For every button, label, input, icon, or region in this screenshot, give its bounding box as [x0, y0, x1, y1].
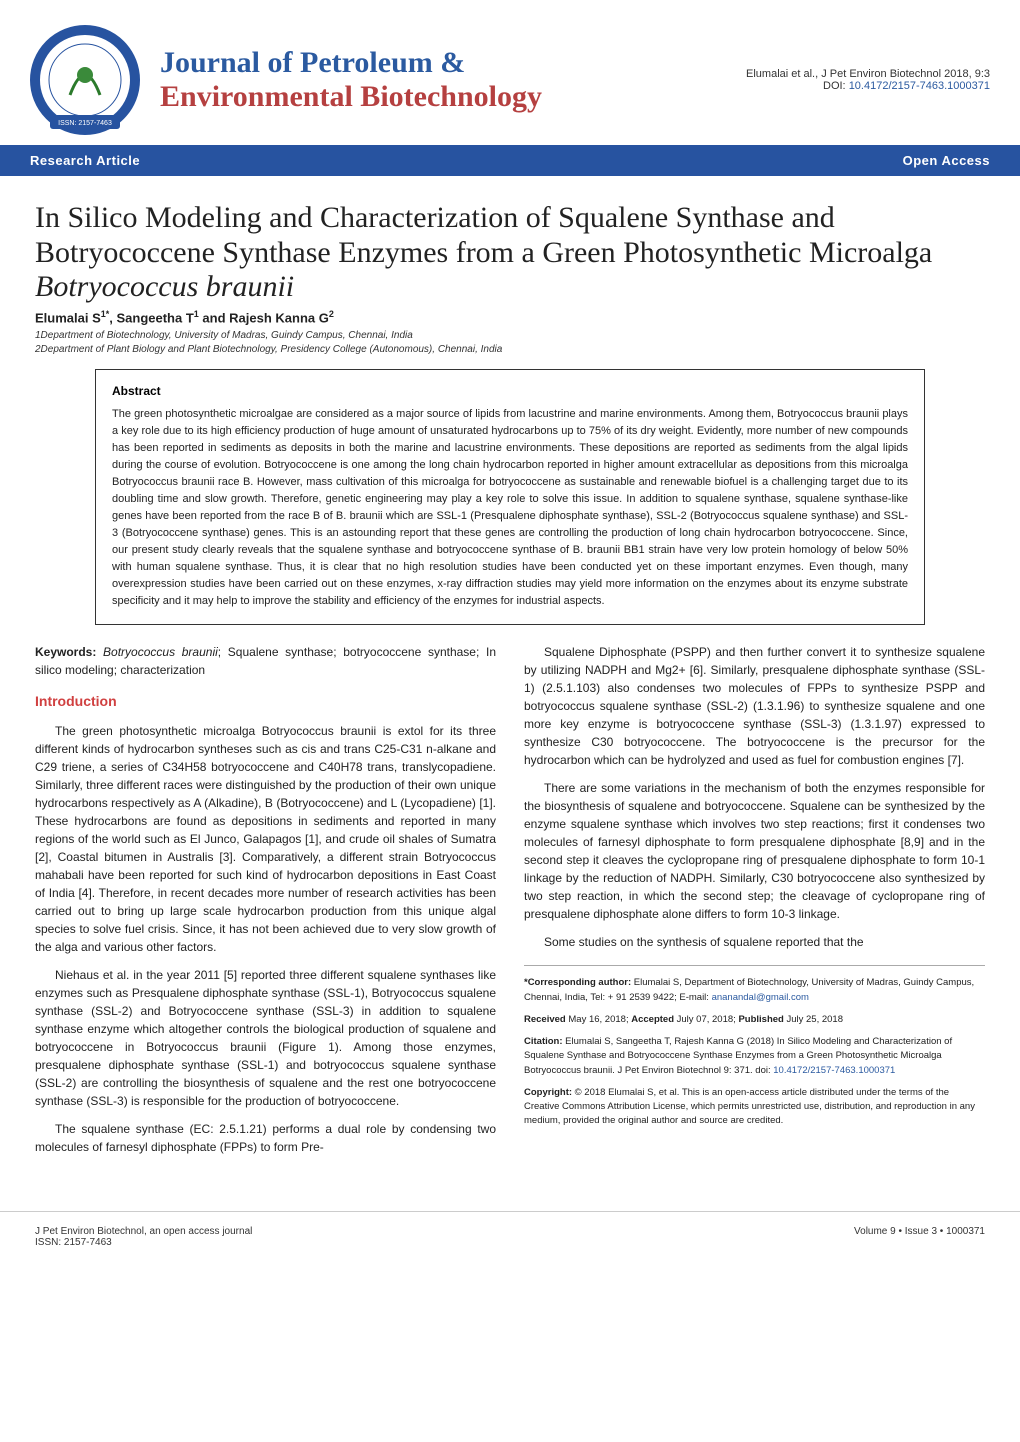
- intro-heading: Introduction: [35, 691, 496, 712]
- logo-issn-text: ISSN: 2157-7463: [58, 120, 112, 127]
- header-citation: Elumalai et al., J Pet Environ Biotechno…: [746, 68, 990, 92]
- col1-p3: The squalene synthase (EC: 2.5.1.21) per…: [35, 1120, 496, 1156]
- journal-title-line2: Environmental Biotechnology: [160, 80, 746, 114]
- keywords-line: Keywords: Botryococcus braunii; Squalene…: [35, 643, 496, 679]
- column-right: Squalene Diphosphate (PSPP) and then fur…: [524, 643, 985, 1166]
- doi-value[interactable]: 10.4172/2157-7463.1000371: [849, 80, 990, 92]
- body-columns: Keywords: Botryococcus braunii; Squalene…: [35, 643, 985, 1166]
- footer-left: J Pet Environ Biotechnol, an open access…: [35, 1226, 252, 1248]
- main-content: In Silico Modeling and Characterization …: [0, 176, 1020, 1191]
- journal-logo: ISSN: 2157-7463: [30, 25, 140, 135]
- copyright-label: Copyright:: [524, 1087, 572, 1098]
- published-label: Published: [738, 1014, 783, 1025]
- footer-left-2: ISSN: 2157-7463: [35, 1237, 252, 1248]
- affiliations: 1Department of Biotechnology, University…: [35, 329, 985, 357]
- keywords-italic: Botryococcus braunii: [103, 645, 218, 659]
- column-left: Keywords: Botryococcus braunii; Squalene…: [35, 643, 496, 1166]
- logo-ring-icon: ISSN: 2157-7463: [30, 25, 140, 135]
- abstract-text: The green photosynthetic microalgae are …: [112, 406, 908, 611]
- title-italic: Botryococcus braunii: [35, 270, 294, 303]
- page-footer: J Pet Environ Biotechnol, an open access…: [0, 1211, 1020, 1268]
- accepted-label: Accepted: [631, 1014, 674, 1025]
- col2-p2: There are some variations in the mechani…: [524, 779, 985, 923]
- accepted-date: July 07, 2018;: [677, 1014, 736, 1025]
- citation-doi[interactable]: 10.4172/2157-7463.1000371: [773, 1065, 895, 1076]
- citation-block: Citation: Elumalai S, Sangeetha T, Rajes…: [524, 1035, 985, 1078]
- header: ISSN: 2157-7463 Journal of Petroleum & E…: [0, 0, 1020, 145]
- keywords-label: Keywords:: [35, 645, 96, 659]
- corr-email[interactable]: ananandal@gmail.com: [712, 992, 809, 1003]
- dates-line: Received May 16, 2018; Accepted July 07,…: [524, 1013, 985, 1027]
- corr-label: *Corresponding author:: [524, 977, 631, 988]
- col1-p2: Niehaus et al. in the year 2011 [5] repo…: [35, 966, 496, 1110]
- abstract-box: Abstract The green photosynthetic microa…: [95, 369, 925, 626]
- doi-label: DOI:: [823, 80, 846, 92]
- col2-p1: Squalene Diphosphate (PSPP) and then fur…: [524, 643, 985, 769]
- affil-1: 1Department of Biotechnology, University…: [35, 329, 985, 343]
- citation-text: Elumalai et al., J Pet Environ Biotechno…: [746, 68, 990, 80]
- abstract-heading: Abstract: [112, 384, 908, 398]
- corresponding-author: *Corresponding author: Elumalai S, Depar…: [524, 976, 985, 1005]
- received-date: May 16, 2018;: [568, 1014, 628, 1025]
- copyright-text: © 2018 Elumalai S, et al. This is an ope…: [524, 1087, 975, 1127]
- copyright-block: Copyright: © 2018 Elumalai S, et al. Thi…: [524, 1086, 985, 1129]
- article-title: In Silico Modeling and Characterization …: [35, 201, 985, 305]
- journal-title: Journal of Petroleum & Environmental Bio…: [160, 46, 746, 114]
- banner-left: Research Article: [0, 145, 873, 176]
- col1-p1: The green photosynthetic microalga Botry…: [35, 722, 496, 956]
- journal-title-line1: Journal of Petroleum &: [160, 46, 746, 80]
- footer-right: Volume 9 • Issue 3 • 1000371: [854, 1226, 985, 1248]
- received-label: Received: [524, 1014, 566, 1025]
- published-date: July 25, 2018: [786, 1014, 843, 1025]
- citation-label: Citation:: [524, 1036, 563, 1047]
- authors: Elumalai S1*, Sangeetha T1 and Rajesh Ka…: [35, 309, 985, 325]
- col2-p3: Some studies on the synthesis of squalen…: [524, 933, 985, 951]
- article-info-box: *Corresponding author: Elumalai S, Depar…: [524, 965, 985, 1128]
- affil-2: 2Department of Plant Biology and Plant B…: [35, 343, 985, 357]
- footer-left-1: J Pet Environ Biotechnol, an open access…: [35, 1226, 252, 1237]
- article-type-banner: Research Article Open Access: [0, 145, 1020, 176]
- doi-line: DOI: 10.4172/2157-7463.1000371: [746, 80, 990, 92]
- banner-right: Open Access: [873, 145, 1020, 176]
- title-plain: In Silico Modeling and Characterization …: [35, 201, 932, 269]
